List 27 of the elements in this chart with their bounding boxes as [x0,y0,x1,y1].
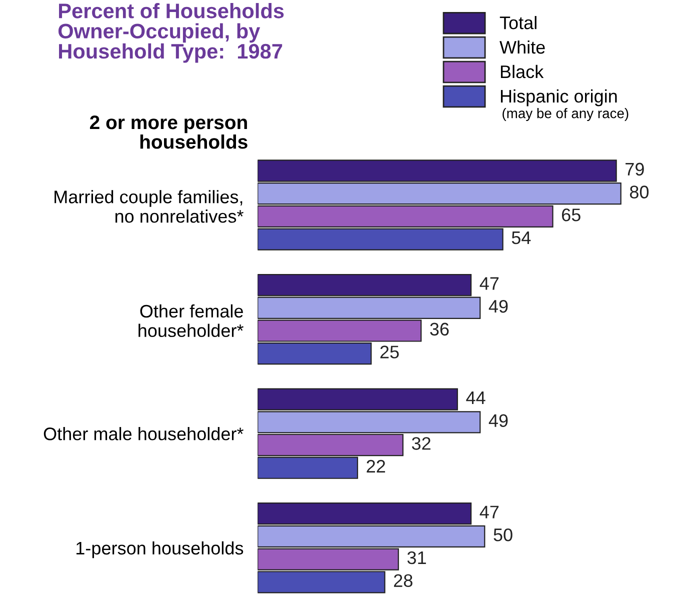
legend-label: Black [500,64,544,78]
data-label: 49 [488,414,508,427]
data-label: 47 [480,277,499,290]
legend-label: White [500,40,545,54]
data-label: 25 [380,346,399,358]
data-label: 80 [630,186,649,198]
legend-label: Hispanic origin [500,89,617,106]
y-tick-label: 1-person households [76,541,244,558]
data-label: 31 [407,551,426,564]
data-label: 32 [412,437,430,450]
data-label: 47 [480,506,499,518]
data-label: 65 [562,208,580,222]
data-label: 50 [494,528,512,542]
y-tick-label: Other male householder* [44,427,244,440]
chart-title: Percent of Households Owner-Occupied, by Household Type: 1987 [58,3,284,63]
data-label: 54 [512,232,531,244]
text: (may be of any race) [502,108,628,121]
data-label: 44 [466,392,486,404]
data-label: 79 [626,162,644,176]
text: 2 or more person households [90,115,248,149]
data-label: 36 [430,322,449,336]
data-label: 28 [394,574,412,587]
y-tick-label: Other female householder* [138,304,244,338]
legend-label: Total [500,16,536,30]
data-label: 49 [488,300,508,313]
y-tick-label: Married couple families, no nonrelatives* [54,190,244,223]
data-label: 22 [366,460,386,473]
